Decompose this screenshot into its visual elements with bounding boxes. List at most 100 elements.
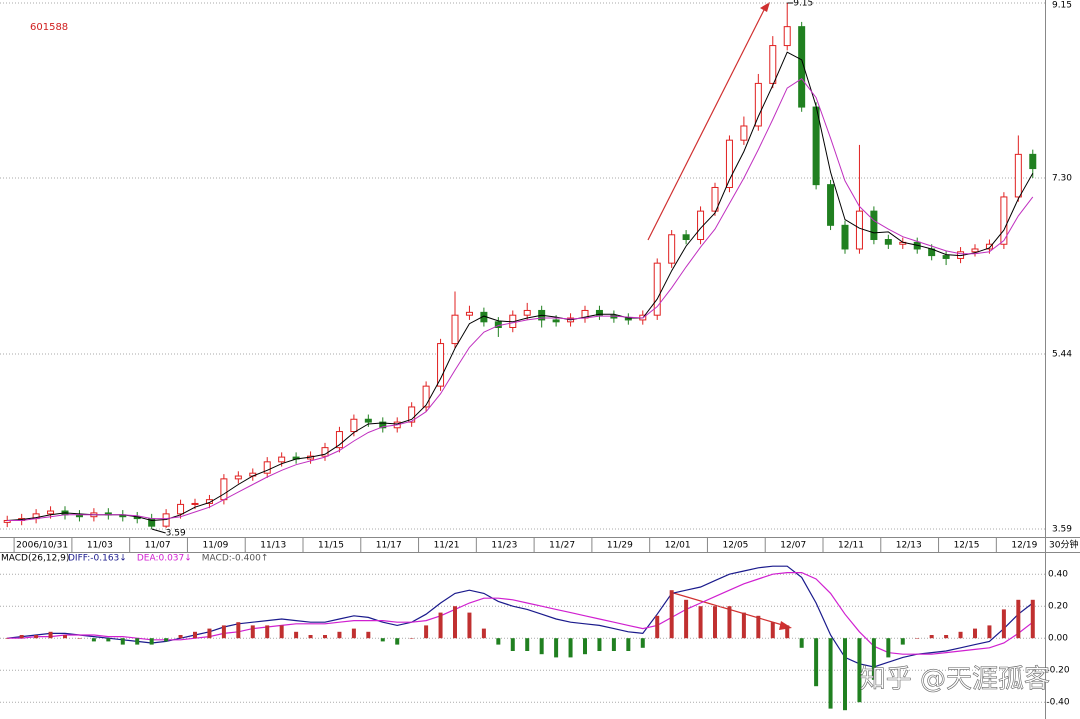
candle-body <box>870 210 878 241</box>
macd-bar <box>770 622 775 639</box>
macd-bar <box>973 628 977 639</box>
indicator-title: MACD(26,12,9) <box>1 554 69 564</box>
candle-body <box>1029 153 1037 170</box>
macd-bar <box>91 638 96 642</box>
candle-body <box>798 26 806 108</box>
candle-body <box>191 502 199 505</box>
min-price-label: 3.59 <box>166 529 186 539</box>
candle-body <box>379 421 387 429</box>
candle-body <box>234 475 242 480</box>
candle-body <box>971 248 979 253</box>
macd-bar <box>178 635 183 639</box>
x-tick-label: 12/19 <box>1011 541 1037 551</box>
macd-bar <box>221 625 226 639</box>
candle-body <box>725 139 733 188</box>
min-leader <box>151 528 166 534</box>
macd-bar <box>626 638 631 651</box>
trend-arrow <box>647 5 767 241</box>
macd-bar <box>337 631 342 639</box>
macd-bar <box>106 638 111 642</box>
macd-bar <box>5 638 10 639</box>
macd-bar <box>395 638 400 645</box>
macd-bar <box>135 638 140 645</box>
macd-bar <box>366 631 371 639</box>
macd-line <box>7 572 1034 655</box>
macd-bar <box>900 638 905 645</box>
candle-body <box>205 499 213 504</box>
x-tick-label: 11/17 <box>376 541 402 551</box>
macd-bar <box>164 638 169 642</box>
macd-bar <box>814 638 819 687</box>
macd-bar <box>597 638 602 651</box>
macd-line <box>7 565 1034 668</box>
legend-entry: MACD:-0.400↑ <box>202 554 269 564</box>
period-label: 30分钟 <box>1049 539 1078 551</box>
candle-body <box>465 311 473 316</box>
x-tick-label: 11/03 <box>87 541 113 551</box>
candle-body <box>653 262 661 316</box>
macd-bar <box>756 615 761 639</box>
macd-bar <box>438 612 443 639</box>
candle-body <box>422 385 430 408</box>
candle-body <box>740 125 748 141</box>
y-tick-label: 7.30 <box>1052 174 1072 184</box>
macd-bar <box>467 612 472 639</box>
candle-body <box>942 255 950 259</box>
y-tick-label: 0.00 <box>1048 634 1068 644</box>
candle-body <box>335 431 343 449</box>
macd-bar <box>669 590 674 639</box>
macd-bar <box>1030 599 1035 639</box>
macd-bar <box>323 635 327 639</box>
legend-entry: DEA:0.037↓ <box>137 554 192 564</box>
x-tick-label: 11/09 <box>202 541 228 551</box>
candle-body <box>408 406 416 423</box>
y-tick-label: 5.44 <box>1052 349 1072 359</box>
macd-bar <box>611 638 616 651</box>
macd-bar <box>958 631 963 639</box>
y-tick-label: 0.40 <box>1048 570 1068 580</box>
x-tick-label: 11/07 <box>145 541 171 551</box>
macd-bar <box>34 635 39 639</box>
macd-bar <box>77 638 82 639</box>
y-tick-label: 3.59 <box>1052 525 1072 535</box>
macd-bar <box>929 635 934 639</box>
x-tick-label: 12/13 <box>896 541 922 551</box>
candle-body <box>451 314 459 345</box>
macd-bar <box>554 638 559 658</box>
macd-bar <box>279 625 284 639</box>
candle-body <box>350 418 358 433</box>
macd-bar <box>987 625 992 639</box>
macd-bar <box>655 615 660 639</box>
max-price-label: 9.15 <box>793 0 813 9</box>
moving-average-line <box>7 78 1034 521</box>
macd-bar <box>727 606 732 639</box>
macd-bar <box>1001 609 1006 639</box>
macd-bar <box>496 638 501 645</box>
y-tick-label: -0.40 <box>1046 698 1070 708</box>
candle-body <box>47 510 55 515</box>
x-tick-label: 2006/10/31 <box>16 541 68 551</box>
candle-body <box>552 319 560 323</box>
stock-code: 601588 <box>30 22 68 33</box>
macd-bar <box>785 625 790 639</box>
macd-bar <box>409 638 414 639</box>
macd-bar <box>453 606 457 639</box>
trend-arrow-head <box>760 2 770 12</box>
macd-bar <box>48 631 53 639</box>
macd-bar <box>380 638 385 642</box>
macd-bar <box>308 635 313 639</box>
macd-bar <box>539 638 544 655</box>
candle-body <box>177 503 185 515</box>
candle-body <box>1014 153 1022 198</box>
macd-bar <box>698 606 703 639</box>
candle-body <box>812 106 820 186</box>
candle-body <box>364 418 372 423</box>
macd-bar <box>510 638 515 651</box>
candle-body <box>783 26 791 47</box>
candle-body <box>668 234 676 264</box>
x-tick-label: 12/07 <box>780 541 806 551</box>
macd-bar <box>63 635 67 639</box>
macd-bar <box>843 638 847 711</box>
macd-bar <box>525 638 530 651</box>
